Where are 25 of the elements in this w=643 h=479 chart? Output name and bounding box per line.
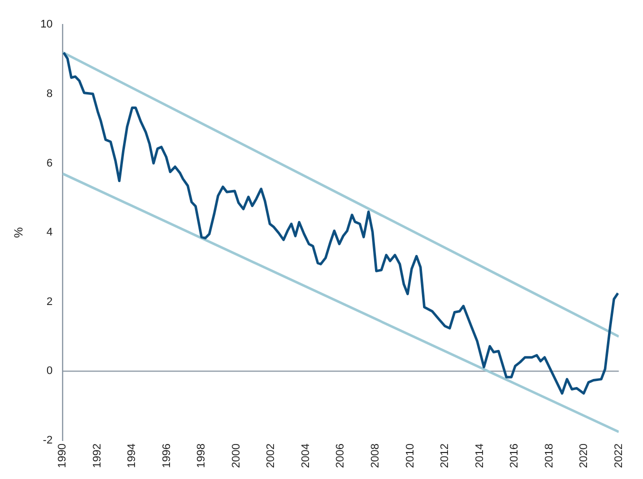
y-tick-label: 8 [46,88,53,100]
x-tick-label: 2020 [578,444,590,468]
x-tick-label: 2016 [508,444,521,468]
x-tick-label: 1994 [126,444,138,468]
x-tick-label: 2006 [334,444,347,468]
x-tick-label: 1990 [56,444,69,468]
x-tick-label: 1992 [91,444,104,468]
x-tick-label: 2000 [230,444,242,468]
y-tick-label: 4 [46,226,53,239]
y-tick-label: 6 [46,157,53,170]
x-tick-label: 2014 [474,444,486,468]
x-tick-label: 2022 [612,444,625,468]
x-tick-label: 2010 [404,444,416,468]
x-tick-label: 2018 [543,444,556,468]
x-tick-label: 1996 [160,444,173,468]
x-tick-label: 2004 [300,444,312,468]
x-tick-label: 2012 [439,444,452,468]
x-tick-label: 2002 [265,444,278,468]
y-axis-title: % [12,226,26,238]
y-tick-label: 10 [40,18,53,31]
y-tick-label: 0 [46,365,53,378]
x-tick-label: 1998 [196,444,208,468]
y-tick-label: -2 [42,434,53,447]
y-tick-label: 2 [46,296,53,308]
x-tick-label: 2008 [370,444,382,468]
